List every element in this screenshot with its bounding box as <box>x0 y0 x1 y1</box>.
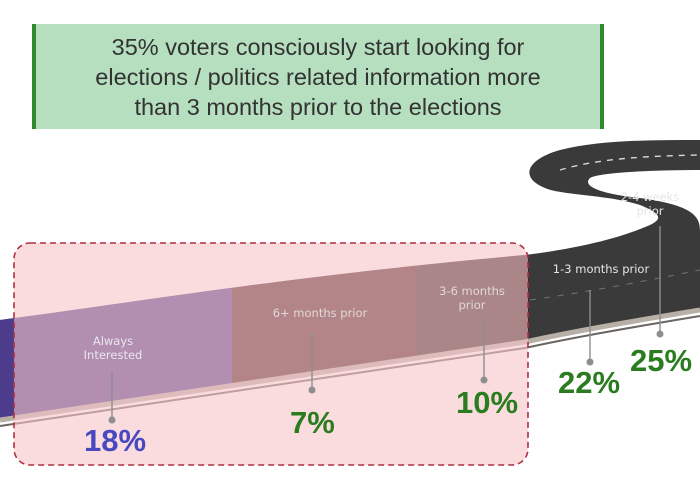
pct-label-three-six-months: 10% <box>456 385 519 420</box>
stage-label-three-six-months: 3-6 months prior <box>439 284 505 312</box>
pct-label-one-three-months: 22% <box>558 365 621 400</box>
headline-line-3: than 3 months prior to the elections <box>134 93 502 120</box>
highlight-box <box>13 242 529 466</box>
stage-label-two-four-weeks: 2-4 weeks prior <box>620 190 680 218</box>
pct-label-six-plus-months: 7% <box>290 405 335 440</box>
lane-marking <box>559 154 700 171</box>
stage-label-one-three-months: 1-3 months prior <box>552 262 650 276</box>
headline-line-2: elections / politics related information… <box>95 63 541 90</box>
headline-line-1: 35% voters consciously start looking for <box>111 33 525 60</box>
pct-label-always-interested: 18% <box>84 423 147 458</box>
headline: 35% voters consciously start looking for… <box>81 32 554 122</box>
headline-box: 35% voters consciously start looking for… <box>32 24 604 129</box>
stage-label-always-interested: Always Interested <box>83 334 143 362</box>
stage-label-six-plus-months: 6+ months prior <box>272 306 368 320</box>
pct-label-two-four-weeks: 25% <box>630 343 693 378</box>
